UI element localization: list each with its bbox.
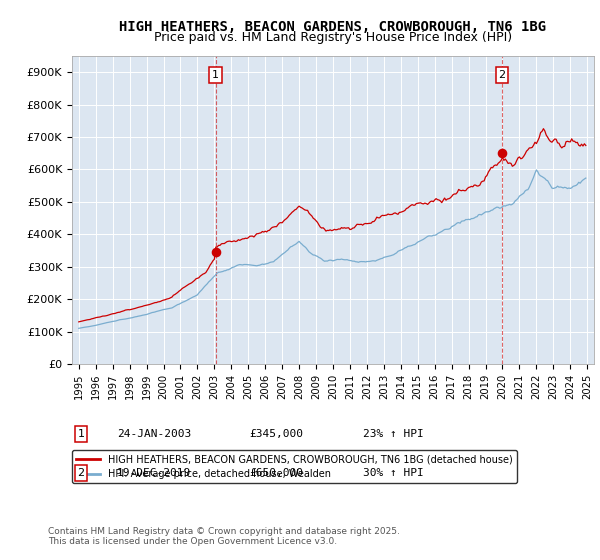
- Text: 2: 2: [499, 70, 506, 80]
- Text: 24-JAN-2003: 24-JAN-2003: [117, 429, 191, 439]
- Point: [211, 248, 221, 256]
- Text: 30% ↑ HPI: 30% ↑ HPI: [363, 468, 424, 478]
- Text: Contains HM Land Registry data © Crown copyright and database right 2025.
This d: Contains HM Land Registry data © Crown c…: [48, 526, 400, 546]
- Text: £650,000: £650,000: [249, 468, 303, 478]
- Text: 1: 1: [212, 70, 219, 80]
- Text: HIGH HEATHERS, BEACON GARDENS, CROWBOROUGH, TN6 1BG: HIGH HEATHERS, BEACON GARDENS, CROWBOROU…: [119, 20, 547, 34]
- Text: 1: 1: [77, 429, 85, 439]
- Text: 19-DEC-2019: 19-DEC-2019: [117, 468, 191, 478]
- Text: 2: 2: [77, 468, 85, 478]
- Text: Price paid vs. HM Land Registry's House Price Index (HPI): Price paid vs. HM Land Registry's House …: [154, 31, 512, 44]
- Text: £345,000: £345,000: [249, 429, 303, 439]
- Text: 23% ↑ HPI: 23% ↑ HPI: [363, 429, 424, 439]
- Legend: HIGH HEATHERS, BEACON GARDENS, CROWBOROUGH, TN6 1BG (detached house), HPI: Avera: HIGH HEATHERS, BEACON GARDENS, CROWBOROU…: [72, 450, 517, 483]
- Point: [497, 149, 507, 158]
